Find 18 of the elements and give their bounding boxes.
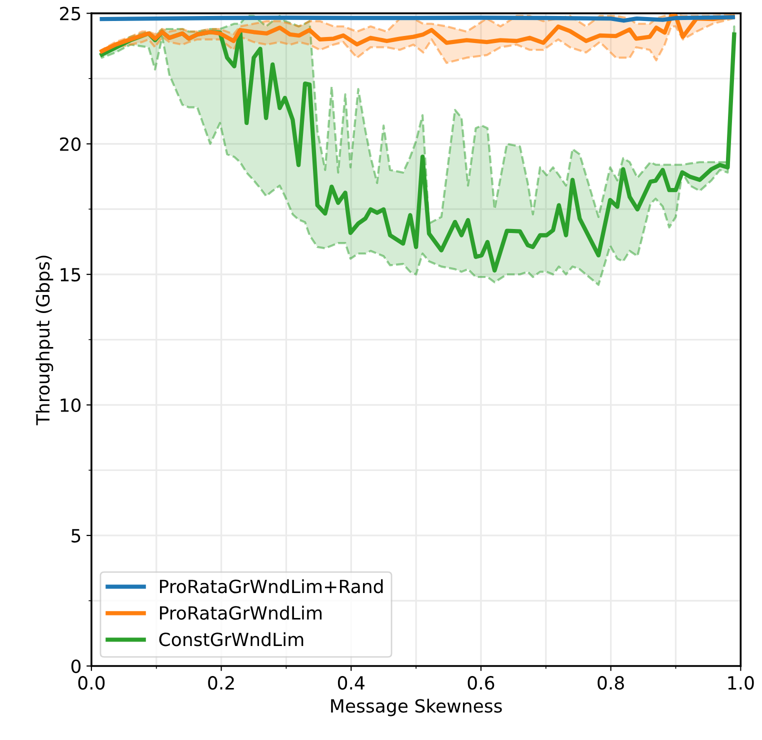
legend-label: ConstGrWndLim [159, 632, 304, 646]
x-tick-label: 0.2 [208, 676, 234, 690]
legend-label: ProRataGrWndLim [160, 606, 322, 620]
y-tick-label: 0 [71, 659, 81, 674]
x-tick-label: 0.4 [338, 676, 364, 690]
x-tick-label: 1.0 [728, 676, 754, 690]
legend-label: ProRataGrWndLim+Rand [160, 579, 383, 594]
y-tick-label: 5 [72, 529, 80, 543]
x-tick-label: 0.8 [598, 676, 624, 690]
x-axis-title: Message Skewness [331, 698, 502, 716]
line-series [100, 14, 735, 54]
y-tick-label: 20 [60, 137, 81, 151]
y-tick-label: 25 [60, 6, 80, 20]
y-axis-title: Throughput (Gbps) [36, 256, 54, 426]
y-tick-label: 10 [60, 398, 81, 412]
y-tick-label: 15 [60, 268, 80, 282]
x-tick-label: 0.6 [468, 676, 494, 690]
x-tick-label: 0.0 [78, 676, 105, 690]
